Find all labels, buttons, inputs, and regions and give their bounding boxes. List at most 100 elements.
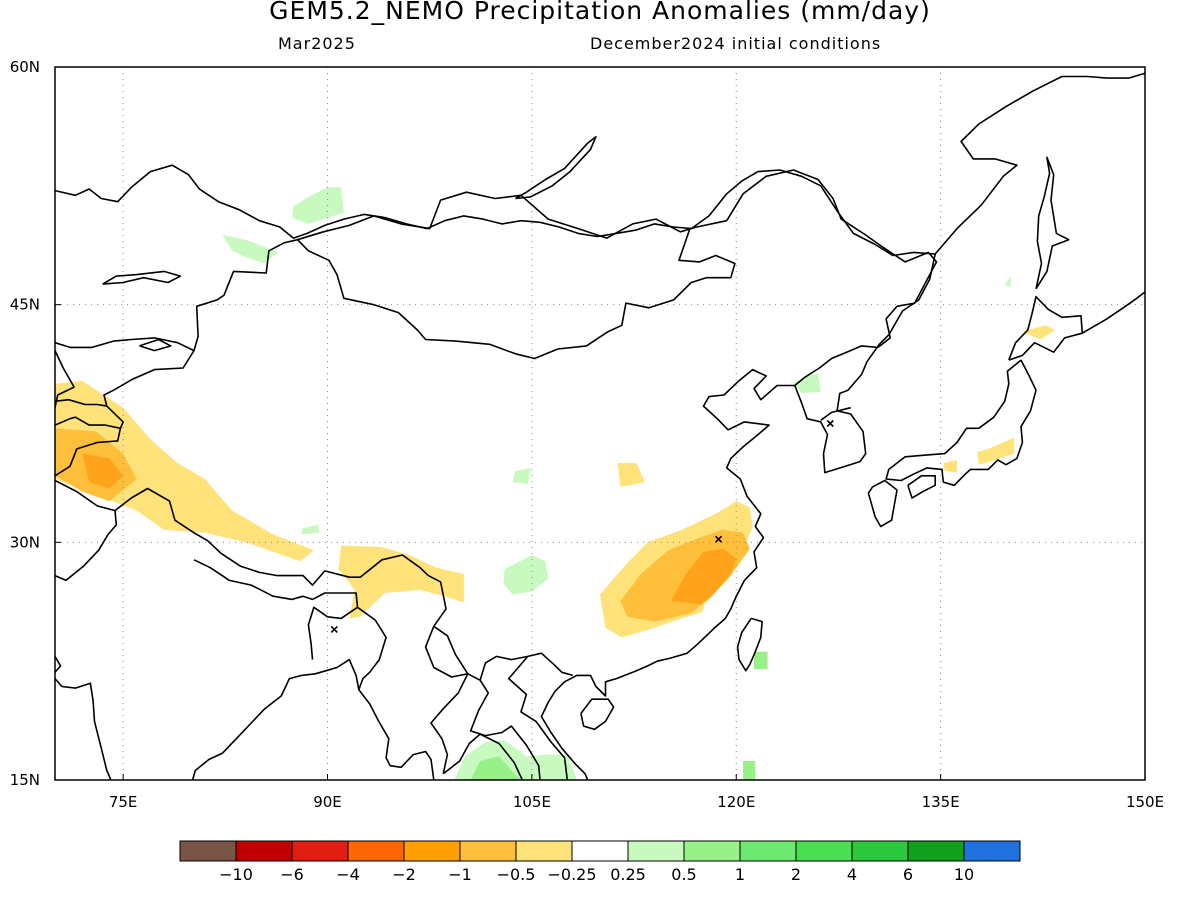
lat-label-60N: 60N — [10, 58, 40, 76]
map-frame — [54, 66, 1146, 781]
coastline-uzbek-afghan-border — [55, 398, 107, 407]
coastline-kuril-chain — [1081, 291, 1145, 334]
cross-marker-dhaka — [330, 625, 338, 634]
anomaly-region-tibet-speck — [301, 524, 320, 535]
colorbar-label-5: −0.5 — [497, 865, 536, 884]
anomaly-region-chongqing-patch — [617, 463, 645, 487]
coastline-kazakhstan-border — [193, 238, 298, 351]
coastline-issyk-kul — [139, 338, 172, 352]
coastline-myanmar-west-border — [357, 606, 387, 690]
coastline-lake-balkhash — [102, 270, 182, 285]
lon-label-150E: 150E — [1126, 793, 1164, 811]
coastline-honshu — [885, 359, 1037, 487]
anomaly-region-honshu-patch-b — [943, 459, 957, 473]
colorbar-swatch-4 — [403, 840, 461, 862]
coastline-vietnam-laos-border — [507, 655, 569, 780]
coastline-myanmar-china-border — [427, 574, 574, 682]
colorbar-label-7: 0.25 — [610, 865, 646, 884]
anomaly-region-sichuan-basin — [503, 555, 549, 595]
coastline-eurasia-mainland — [55, 164, 937, 780]
anomaly-region-taiwan-east — [754, 651, 768, 670]
coastline-sakhalin — [1035, 156, 1070, 290]
coastline-taiwan — [736, 617, 763, 672]
colorbar-label-13: 10 — [954, 865, 974, 884]
colorbar-swatch-11 — [795, 840, 853, 862]
anomaly-region-hokkaido-patch — [1022, 325, 1056, 340]
anomaly-region-korea-north — [793, 372, 821, 394]
lon-label-120E: 120E — [717, 793, 755, 811]
anomaly-region-luzon-north — [743, 761, 756, 780]
coastline-china-korea-border — [794, 345, 879, 387]
colorbar-swatch-6 — [515, 840, 573, 862]
coastline-kamchatka-okhotsk-coast — [934, 72, 1145, 255]
map-title: GEM5.2_NEMO Precipitation Anomalies (mm/… — [269, 0, 931, 25]
colorbar-label-1: −6 — [280, 865, 304, 884]
colorbar-label-3: −2 — [392, 865, 416, 884]
colorbar-swatch-5 — [459, 840, 517, 862]
lon-label-90E: 90E — [313, 793, 342, 811]
coastline-russia-china-border-east — [726, 169, 938, 349]
colorbar-swatch-14 — [963, 840, 1021, 862]
colorbar-swatch-8 — [627, 840, 685, 862]
anomaly-region-indochina — [454, 740, 577, 780]
colorbar-swatch-10 — [739, 840, 797, 862]
anomaly-region-sakhalin-speck — [1004, 276, 1012, 288]
colorbar-swatch-1 — [235, 840, 293, 862]
anomaly-region-eastern-himalaya — [338, 545, 464, 619]
axis-ticks: 75E 90E 105E 120E 135E 150E 60N 45N 30N 15N — [10, 58, 1164, 811]
lat-label-30N: 30N — [10, 533, 40, 551]
coastline-mongolia-china-border — [296, 228, 736, 360]
anomaly-region-hindu-kush-karakoram — [55, 380, 314, 562]
coastline-korea-dmz — [820, 406, 851, 421]
coastline-india-kutch-coast — [55, 655, 63, 688]
anomaly-region-kazakh-steppe — [292, 187, 344, 224]
lon-label-105E: 105E — [513, 793, 551, 811]
colorbar-swatch-12 — [851, 840, 909, 862]
coastline-afghanistan-border — [55, 416, 122, 477]
coastline-caspian-aral-east — [55, 350, 75, 408]
coastline-laos-vietnam-border — [469, 679, 541, 780]
coastline-shikoku — [907, 474, 937, 499]
lat-label-45N: 45N — [10, 296, 40, 314]
colorbar-label-2: −4 — [336, 865, 360, 884]
gridlines — [55, 67, 1145, 780]
coastline-kyrgyz-tajik-border — [55, 337, 195, 429]
coastline-india-china-nepal-border — [114, 487, 429, 586]
lon-label-135E: 135E — [922, 793, 960, 811]
initial-conditions-label: December2024 initial conditions — [590, 34, 882, 53]
colorbar-label-4: −1 — [448, 865, 472, 884]
anomaly-region-south-china-peak — [670, 548, 737, 605]
colorbar-label-10: 2 — [791, 865, 801, 884]
colorbar-swatch-3 — [347, 840, 405, 862]
coastline-layer — [55, 72, 1145, 780]
colorbar-swatch-0 — [179, 840, 237, 862]
colorbar-swatch-2 — [291, 840, 349, 862]
coastline-nepal-south-border — [193, 559, 304, 601]
coastline-thailand-cambodia-border — [442, 733, 524, 780]
coastline-india-west-coast — [61, 682, 112, 780]
coastline-bhutan-bangladesh-border — [302, 592, 359, 660]
colorbar-label-12: 6 — [903, 865, 913, 884]
coastline-south-asia-coast — [191, 658, 435, 780]
anomaly-fill-layer — [55, 187, 1056, 780]
anomaly-region-altai-border — [222, 235, 279, 264]
anomaly-region-indochina-core — [470, 756, 521, 780]
marker-layer — [330, 419, 834, 634]
colorbar-label-9: 1 — [735, 865, 745, 884]
colorbar-label-8: 0.5 — [671, 865, 696, 884]
coastline-kyushu — [867, 479, 898, 528]
colorbar-label-6: −0.25 — [547, 865, 596, 884]
coastline-lake-baikal — [515, 135, 597, 200]
cross-marker-yangtze — [714, 535, 723, 543]
colorbar: −10 −6 −4 −2 −1 −0.5 −0.25 0.25 0.5 1 2 4 6 10 — [179, 840, 1021, 884]
coastline-myanmar-east-border — [424, 626, 469, 774]
forecast-month: Mar2025 — [278, 34, 356, 53]
cross-marker-seoul — [826, 419, 834, 428]
lat-label-15N: 15N — [10, 771, 40, 789]
colorbar-swatch-7 — [571, 840, 629, 862]
coastline-pakistan-afghan-border — [55, 479, 118, 582]
coastline-mongolia-north-border — [297, 191, 727, 241]
colorbar-swatch-9 — [683, 840, 741, 862]
coastline-hainan — [580, 698, 615, 731]
